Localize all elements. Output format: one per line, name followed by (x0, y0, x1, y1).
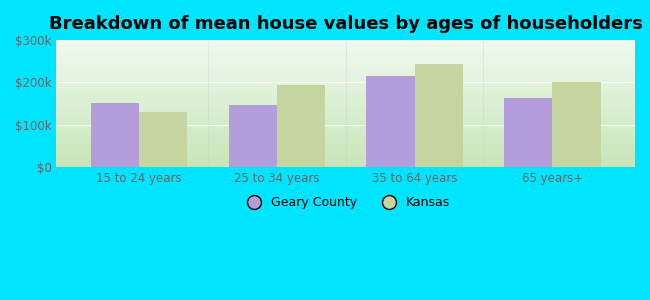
Bar (277, 85, 325, 167)
Bar (91, 103, 139, 167)
Bar (139, 112, 187, 167)
Bar (367, 76, 415, 167)
Bar (415, 64, 463, 167)
Legend: Geary County, Kansas: Geary County, Kansas (236, 191, 455, 214)
Bar (504, 98, 552, 167)
Bar (229, 104, 277, 167)
Bar (552, 82, 601, 167)
Title: Breakdown of mean house values by ages of householders: Breakdown of mean house values by ages o… (49, 15, 643, 33)
